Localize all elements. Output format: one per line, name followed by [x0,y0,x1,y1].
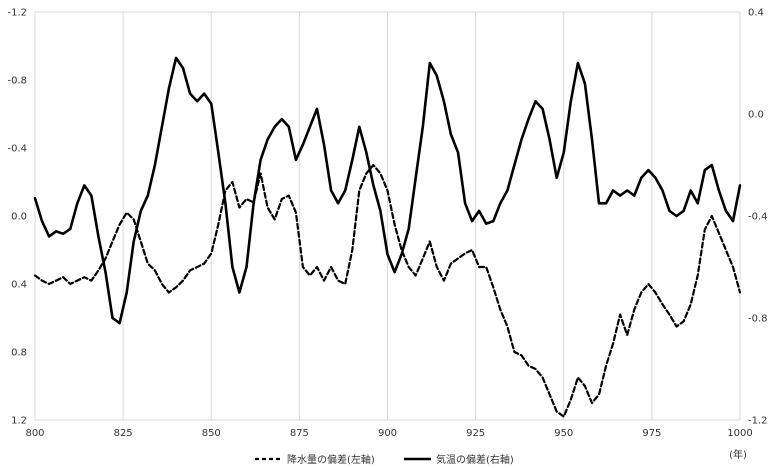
left-y-tick-label: -0.4 [7,144,27,155]
legend-item-precipitation: 降水量の偏差(左軸) [255,453,375,466]
x-tick-label: 900 [378,428,397,439]
left-y-tick-label: -1.2 [7,8,27,19]
series-layer [33,56,742,418]
x-tick-label: 825 [114,428,133,439]
left-y-tick-label: 0.4 [11,280,27,291]
right-axis-ticks: 0.4 0.0 -0.4 -0.8 -1.2 [748,8,768,427]
x-tick-label: 1000 [727,428,752,439]
right-y-tick-label: 0.0 [748,110,764,121]
x-tick-label: 975 [642,428,661,439]
x-axis-unit-label: (年) [729,448,747,461]
right-y-tick-label: 0.4 [748,8,764,19]
series-line-temperature [33,56,742,325]
x-tick-label: 850 [202,428,221,439]
legend-label-precipitation: 降水量の偏差(左軸) [287,453,375,466]
left-y-tick-label: 0.8 [11,348,27,359]
plot-frame [34,11,741,421]
right-y-tick-label: -1.2 [748,416,768,427]
x-axis-ticks: 800 825 850 875 900 925 950 975 1000 [25,428,752,439]
legend-item-temperature: 気温の偏差(右軸) [404,453,514,466]
x-tick-label: 950 [554,428,573,439]
x-tick-label: 925 [466,428,485,439]
right-y-tick-label: -0.4 [748,212,768,223]
series-line-precipitation [33,163,742,418]
left-y-tick-label: 0.0 [11,212,27,223]
x-tick-label: 875 [290,428,309,439]
left-y-tick-label: -0.8 [7,76,27,87]
left-y-tick-label: 1.2 [11,416,27,427]
x-tick-label: 800 [25,428,44,439]
legend: 降水量の偏差(左軸) 気温の偏差(右軸) [255,453,514,466]
right-y-tick-label: -0.8 [748,314,768,325]
legend-label-temperature: 気温の偏差(右軸) [436,453,514,466]
left-axis-ticks: -1.2 -0.8 -0.4 0.0 0.4 0.8 1.2 [7,8,27,427]
